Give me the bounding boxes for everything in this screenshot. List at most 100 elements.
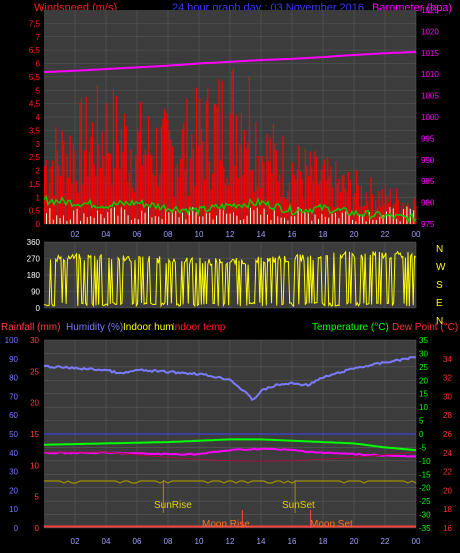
wind-bar (130, 149, 132, 224)
wind-bar (360, 185, 362, 224)
wind-calm-bar (307, 213, 309, 224)
wind-bar (381, 189, 383, 224)
wind-bar (215, 103, 217, 224)
direction-tick-label: 360 (27, 238, 41, 247)
wind-calm-bar (263, 208, 265, 224)
wind-calm-bar (175, 210, 177, 224)
wind-bar (164, 109, 166, 224)
rainfall-axis-label: Rainfall (mm) (1, 322, 60, 333)
wind-bar (308, 176, 310, 224)
wind-bar (407, 203, 409, 224)
wind-bar (191, 134, 193, 224)
time-tick-label: 12 (226, 537, 235, 546)
wind-bar (277, 181, 279, 224)
wind-bar (112, 89, 114, 224)
wind-bar (340, 192, 342, 224)
wind-calm-bar (260, 214, 262, 224)
barometer-tick-label: 1015 (421, 49, 439, 58)
wind-bar (306, 165, 308, 224)
wind-bar (56, 151, 58, 224)
wind-calm-bar (59, 218, 61, 224)
wind-calm-bar (148, 207, 149, 224)
temperature-tick-label: -5 (419, 443, 427, 452)
wind-calm-bar (76, 208, 78, 224)
wind-barometer-chart: 0 0,5 1 1,5 2 2,5 3 3,5 4 4,5 5 5,5 6 6,5 7 7,5 975 980 9… (29, 6, 439, 239)
wind-calm-bar (63, 215, 64, 224)
wind-bar (133, 192, 135, 224)
wind-bar (152, 173, 154, 224)
wind-bar (186, 98, 188, 224)
windspeed-tick-label: 1,5 (29, 180, 41, 189)
wind-calm-bar (311, 220, 313, 224)
wind-bar (109, 153, 111, 224)
windspeed-tick-label: 3 (36, 140, 41, 149)
wind-bar (141, 165, 143, 224)
wind-bar (96, 85, 98, 224)
wind-calm-bar (233, 212, 234, 224)
wind-calm-bar (192, 207, 194, 224)
compass-label: N (436, 316, 443, 327)
temperature-tick-label: 5 (419, 417, 424, 426)
windspeed-tick-label: 2 (36, 167, 41, 176)
humidity-tick-label: 70 (9, 392, 18, 401)
wind-bar (216, 107, 218, 224)
barometer-tick-label: 1005 (421, 92, 439, 101)
wind-calm-bar (168, 212, 170, 224)
wind-calm-bar (270, 220, 272, 224)
temperature-tick-label: 10 (419, 403, 428, 412)
wind-calm-bar (80, 220, 81, 224)
wind-bar (292, 163, 294, 224)
time-tick-label: 00 (412, 537, 421, 546)
wind-bar (111, 185, 113, 224)
wind-calm-bar (100, 214, 102, 224)
wind-bar (154, 176, 156, 224)
time-tick-label: 06 (133, 537, 142, 546)
time-tick-label: 02 (71, 230, 80, 239)
wind-bar (85, 96, 87, 224)
wind-bar (296, 169, 298, 224)
wind-bar (272, 123, 274, 224)
wind-calm-bar (379, 216, 381, 224)
wind-bar (338, 179, 340, 224)
wind-direction-line (44, 250, 417, 308)
wind-calm-bar (151, 217, 153, 224)
wind-bar (255, 121, 257, 224)
time-tick-label: 10 (195, 537, 204, 546)
temperature-tick-label: 20 (419, 376, 428, 385)
wind-calm-bar (188, 210, 190, 224)
wind-bar (242, 175, 244, 224)
wind-calm-bar (290, 216, 292, 224)
wind-calm-bar (216, 215, 217, 224)
wind-bar (405, 205, 407, 224)
rainfall-tick-label: 25 (30, 367, 39, 376)
wind-bar (143, 154, 145, 224)
wind-bar (180, 158, 182, 224)
wind-bar (288, 182, 290, 224)
wind-bar (44, 166, 46, 224)
dewpoint-tick-label: 32 (443, 374, 452, 383)
wind-bar (284, 197, 286, 224)
rainfall-tick-label: 20 (30, 399, 39, 408)
temperature-tick-label: 25 (419, 363, 428, 372)
wind-bar (309, 151, 311, 224)
wind-bar (194, 186, 196, 224)
wind-bar (274, 142, 276, 224)
wind-bar (231, 71, 233, 224)
windspeed-tick-label: 5,5 (29, 73, 41, 82)
time-tick-label: 14 (257, 230, 266, 239)
wind-bar (349, 179, 351, 224)
wind-bar (200, 128, 202, 224)
wind-bar (176, 163, 178, 224)
wind-bar (300, 171, 302, 224)
wind-bar (330, 166, 332, 224)
wind-bar (311, 166, 313, 224)
wind-bar (282, 135, 284, 224)
time-tick-label: 08 (164, 230, 173, 239)
wind-bar (98, 144, 100, 224)
wind-calm-bar (345, 211, 347, 224)
wind-calm-bar (165, 207, 166, 224)
dewpoint-axis-label: Dew Point (°C) (392, 322, 458, 333)
indoor-hum-label: Indoor hum (123, 322, 174, 333)
wind-bar (172, 146, 174, 224)
time-tick-label: 06 (133, 230, 142, 239)
